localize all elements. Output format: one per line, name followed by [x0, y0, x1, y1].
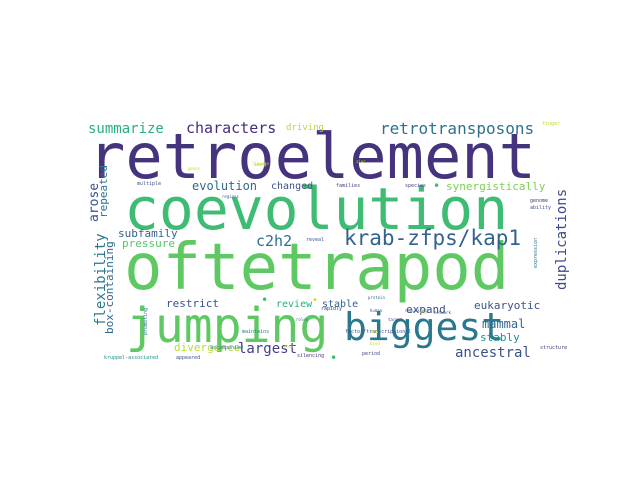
cloud-word: protein [368, 295, 385, 300]
cloud-word: divergence [174, 341, 241, 354]
cloud-word: characters [186, 119, 277, 137]
cloud-word: maintains [242, 329, 270, 335]
cloud-word: genome [530, 198, 549, 204]
cloud-word: target [388, 317, 403, 322]
cloud-word: roles [296, 317, 309, 322]
cloud-word: jumping [126, 298, 329, 354]
cloud-word: stable [322, 299, 359, 310]
cloud-word: restrict [166, 297, 219, 310]
cloud-word: retroelement [88, 120, 536, 193]
cloud-word: zinc [356, 159, 366, 164]
cloud-word: • [312, 295, 319, 306]
cloud-word: silencing [297, 353, 325, 359]
cloud-word: promoting [143, 307, 149, 335]
cloud-word: krab-zfps/kap1 [344, 226, 522, 250]
cloud-word: bind [370, 341, 380, 346]
cloud-word: driving [286, 123, 324, 133]
cloud-word: pressure [122, 237, 175, 250]
cloud-word: oftetrapod [124, 231, 510, 305]
cloud-word: among [254, 162, 267, 167]
cloud-word: ability [530, 205, 552, 211]
cloud-word: lineage [252, 161, 269, 166]
cloud-word: reveal [306, 237, 325, 243]
cloud-word: stably [480, 331, 520, 344]
cloud-word: factor/transcriptional [345, 329, 412, 335]
cloud-word: period [362, 351, 381, 357]
cloud-word: species [405, 183, 427, 189]
cloud-word: coevolution [124, 175, 509, 243]
cloud-word: largest [238, 341, 298, 357]
cloud-word: rapidly [321, 306, 343, 312]
cloud-word: structure [540, 345, 568, 351]
cloud-word: c2h2 [256, 232, 293, 250]
cloud-word: review [276, 299, 313, 310]
cloud-word: human [370, 308, 383, 313]
cloud-word: box-containing [103, 241, 116, 334]
cloud-word: changed [271, 181, 314, 192]
cloud-word: repeated [97, 165, 110, 218]
cloud-word: retrotransposons [380, 119, 535, 138]
cloud-word: genes [188, 166, 201, 171]
cloud-word: regulatory [405, 308, 430, 313]
cloud-word: eukaryotic [474, 299, 541, 312]
cloud-word: • [330, 351, 338, 365]
cloud-word: multiple [137, 181, 162, 187]
cloud-word: biggest [344, 305, 505, 349]
cloud-word: synergistically [446, 180, 546, 193]
cloud-word: network [434, 310, 451, 315]
cloud-word: subfamily [118, 227, 178, 240]
cloud-word: regions [222, 194, 239, 199]
cloud-word: summarize [88, 121, 164, 137]
cloud-word: expand [406, 303, 446, 316]
cloud-word: host [284, 344, 294, 349]
cloud-word: families [336, 183, 361, 189]
cloud-word: dna [371, 329, 379, 334]
cloud-word: expression [533, 237, 539, 268]
cloud-word: kruppel-associated [104, 355, 159, 361]
cloud-word: mammal [482, 317, 526, 331]
cloud-word: • [261, 293, 269, 307]
cloud-word: ancestral [455, 345, 531, 361]
cloud-word: • [433, 179, 441, 193]
cloud-word: accompanied [210, 345, 244, 351]
cloud-word: appeared [176, 355, 201, 361]
cloud-word: finger [542, 121, 561, 127]
cloud-word: duplications [554, 188, 570, 290]
cloud-word: role [418, 310, 428, 315]
cloud-word: evolution [192, 179, 258, 193]
